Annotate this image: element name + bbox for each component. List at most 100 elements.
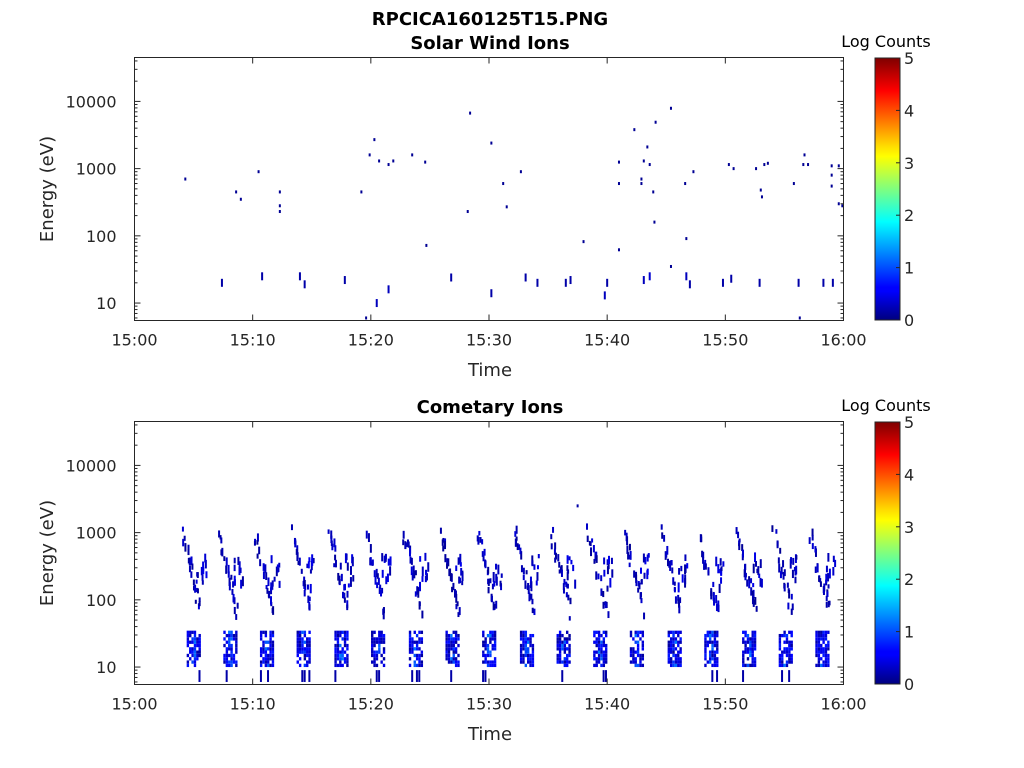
cometary-data-point — [262, 643, 265, 648]
cometary-data-point — [259, 559, 262, 567]
cometary-data-point — [783, 630, 786, 634]
cometary-data-point — [482, 670, 485, 682]
cometary-data-point — [443, 540, 446, 550]
solar-wind-data-point — [343, 276, 346, 285]
cometary-data-point — [303, 579, 306, 587]
cometary-data-point — [597, 650, 601, 654]
cometary-data-point — [337, 572, 340, 581]
cometary-data-point — [365, 530, 368, 539]
cometary-colorbar-tick-label: 5 — [904, 413, 914, 432]
cometary-data-point — [189, 640, 192, 644]
cometary-data-point — [788, 670, 791, 682]
cometary-data-point — [677, 594, 680, 601]
cometary-data-point — [531, 633, 535, 638]
cometary-data-point — [604, 657, 608, 661]
cometary-data-point — [253, 541, 256, 546]
solar-wind-y-tick-label: 1000 — [76, 160, 117, 179]
cometary-data-point — [489, 630, 492, 634]
cometary-data-point — [746, 650, 750, 654]
cometary-x-tick-label: 15:10 — [230, 695, 276, 714]
cometary-data-point — [556, 647, 559, 651]
cometary-data-point — [593, 630, 596, 634]
solar-wind-data-point — [519, 170, 522, 174]
cometary-data-point — [259, 660, 263, 664]
cometary-data-point — [672, 643, 675, 648]
cometary-data-point — [822, 585, 825, 594]
cometary-data-point — [191, 630, 194, 634]
cometary-data-point — [346, 600, 349, 609]
cometary-data-point — [447, 558, 450, 567]
cometary-data-point — [413, 663, 416, 668]
cometary-data-point — [790, 653, 793, 658]
cometary-data-point — [225, 657, 229, 661]
cometary-x-tick-label: 16:00 — [820, 695, 866, 714]
cometary-data-point — [415, 653, 419, 658]
cometary-data-point — [816, 564, 819, 573]
cometary-data-point — [706, 643, 710, 648]
solar-wind-data-point — [759, 188, 762, 192]
cometary-data-point — [558, 630, 562, 634]
cometary-data-point — [817, 643, 821, 648]
cometary-data-point — [592, 545, 595, 553]
cometary-data-point — [296, 637, 299, 641]
cometary-data-point — [563, 640, 567, 644]
cometary-data-point — [552, 526, 555, 533]
cometary-data-point — [421, 576, 424, 582]
cometary-y-tick-label: 10000 — [66, 456, 117, 475]
cometary-data-point — [519, 660, 523, 664]
cometary-data-point — [568, 660, 571, 664]
cometary-data-point — [832, 555, 835, 563]
cometary-data-point — [529, 637, 532, 641]
cometary-data-point — [679, 663, 682, 668]
cometary-data-point — [790, 593, 793, 600]
cometary-data-point — [491, 647, 494, 651]
solar-wind-colorbar-tick-label: 4 — [904, 101, 914, 120]
cometary-data-point — [717, 564, 720, 574]
cometary-data-point — [479, 537, 482, 543]
cometary-data-point — [781, 653, 784, 658]
cometary-data-point — [309, 569, 312, 574]
cometary-data-point — [771, 525, 774, 532]
cometary-data-point — [195, 587, 198, 593]
cometary-data-point — [643, 612, 646, 620]
cometary-data-point — [343, 657, 347, 661]
solar-wind-data — [184, 106, 844, 320]
cometary-data-point — [556, 643, 559, 648]
cometary-data-point — [383, 555, 386, 563]
cometary-data-point — [704, 653, 707, 658]
cometary-data-point — [408, 647, 412, 651]
cometary-data-point — [519, 637, 523, 641]
cometary-data-point — [593, 633, 596, 638]
cometary-data-point — [722, 561, 725, 567]
cometary-data-point — [565, 637, 569, 641]
cometary-data-point — [381, 553, 384, 562]
cometary-data-point — [669, 637, 673, 641]
cometary-data-point — [704, 563, 707, 570]
cometary-data-point — [558, 561, 561, 568]
cometary-data-point — [445, 653, 448, 658]
cometary-data-point — [201, 580, 204, 585]
cometary-data-point — [340, 573, 343, 582]
cometary-data-point — [375, 670, 378, 682]
cometary-data-point — [817, 633, 821, 638]
cometary-data-point — [382, 647, 386, 651]
cometary-data-point — [445, 640, 448, 644]
cometary-data-point — [712, 592, 715, 601]
cometary-data-point — [607, 611, 610, 619]
cometary-data-point — [746, 657, 750, 661]
cometary-data-point — [273, 576, 276, 582]
cometary-data-point — [486, 663, 490, 668]
solar-wind-data-point — [837, 202, 840, 206]
cometary-data-point — [818, 576, 821, 582]
cometary-data-point — [686, 563, 689, 569]
cometary-data-point — [751, 660, 754, 664]
cometary-data-point — [418, 630, 421, 634]
cometary-data-point — [228, 640, 231, 644]
cometary-data-point — [791, 603, 794, 611]
cometary-data-point — [704, 633, 707, 638]
cometary-data-point — [269, 657, 272, 661]
cometary-data-point — [225, 650, 229, 654]
cometary-data-point — [330, 540, 333, 547]
cometary-data-point — [606, 566, 609, 575]
cometary-data-point — [336, 653, 340, 658]
